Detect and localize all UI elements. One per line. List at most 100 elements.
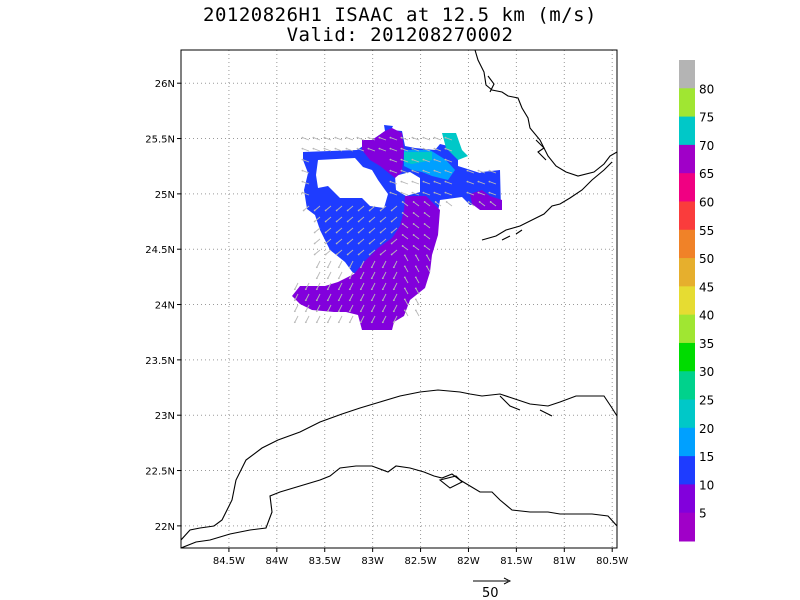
wind-vector xyxy=(314,249,321,255)
wind-vector xyxy=(426,255,431,262)
colorbar-label: 15 xyxy=(699,450,714,464)
wind-vector xyxy=(346,148,354,152)
wind-vector xyxy=(314,227,321,233)
colorbar-swatch xyxy=(679,144,695,174)
wind-vector-head xyxy=(324,231,327,234)
wind-vector-head xyxy=(422,158,425,161)
wind-vector-head xyxy=(356,147,359,150)
wind-vector xyxy=(434,159,442,163)
wind-vector xyxy=(393,282,398,290)
wind-vector xyxy=(325,216,332,222)
wind-vector xyxy=(316,271,321,279)
wind-vector-head xyxy=(389,191,392,194)
wind-vector xyxy=(349,271,354,279)
data-gap xyxy=(316,158,388,208)
wind-vector xyxy=(371,260,376,268)
wind-vector-head xyxy=(346,209,349,212)
wind-vector xyxy=(349,293,354,301)
wind-vector-head xyxy=(293,288,296,291)
wind-vector xyxy=(393,304,398,312)
wind-vector xyxy=(305,293,310,301)
wind-vector-head xyxy=(359,266,362,269)
wind-vector xyxy=(478,170,486,174)
wind-vector xyxy=(424,201,431,207)
wind-region-teal xyxy=(442,133,468,160)
wind-vector-head xyxy=(422,180,425,183)
wind-vector xyxy=(382,304,387,312)
wind-vector xyxy=(382,271,387,279)
wind-vector-head xyxy=(412,201,415,203)
reference-vector-label: 50 xyxy=(482,586,499,600)
colorbar-swatch xyxy=(679,371,695,401)
wind-vector xyxy=(380,249,387,255)
wind-vector-head xyxy=(400,191,403,194)
wind-vector xyxy=(434,192,442,196)
wind-vector-head xyxy=(368,209,371,212)
wind-vector xyxy=(347,249,354,255)
wind-vector-head xyxy=(293,310,296,313)
wind-vector xyxy=(368,137,376,141)
wind-vector xyxy=(446,201,453,207)
wind-vector-head xyxy=(304,299,307,302)
wind-vector-head xyxy=(326,299,329,302)
colorbar-label: 75 xyxy=(699,111,714,125)
wind-vector-head xyxy=(345,147,348,150)
colorbar-label: 25 xyxy=(699,394,714,408)
wind-vector xyxy=(401,137,409,141)
axis-ticks: 84.5W 84W 83.5W 83W 82.5W 82W 81.5W 81W 80.5W 22N… xyxy=(145,79,628,567)
wind-vector xyxy=(338,293,343,301)
wind-vector xyxy=(424,234,431,240)
wind-vector-head xyxy=(370,310,373,313)
wind-vector xyxy=(402,201,409,207)
wind-vector-head xyxy=(293,299,296,302)
wind-vector-head xyxy=(348,310,351,313)
tick-label-lon: 82W xyxy=(457,556,480,567)
wind-vector xyxy=(393,260,398,268)
wind-vector xyxy=(404,310,409,317)
wind-vector-head xyxy=(423,201,426,203)
wind-vector xyxy=(347,227,354,233)
wind-vector-head xyxy=(392,277,395,280)
wind-vector xyxy=(423,192,431,196)
wind-vector xyxy=(336,216,343,222)
wind-vector-head xyxy=(315,310,318,313)
wind-vector-head xyxy=(326,310,329,313)
wind-vector-head xyxy=(392,266,395,269)
wind-vector xyxy=(426,266,431,273)
wind-vector xyxy=(401,170,409,174)
wind-vector-head xyxy=(367,136,370,139)
wind-vector-head xyxy=(414,265,417,268)
coastline-florida-inlet xyxy=(487,75,495,93)
wind-vector-head xyxy=(414,309,417,312)
wind-vector-head xyxy=(370,321,373,324)
wind-vector-head xyxy=(301,180,304,183)
wind-vector-head xyxy=(411,136,414,139)
tick-label-lon: 84.5W xyxy=(213,556,245,567)
map-frame xyxy=(180,49,618,549)
wind-vector-head xyxy=(433,169,436,172)
colorbar-swatch xyxy=(679,512,695,542)
wind-vector xyxy=(401,181,409,185)
wind-vector xyxy=(415,255,420,262)
wind-vector-head xyxy=(401,212,404,214)
wind-vector-head xyxy=(379,253,382,256)
wind-vector-head xyxy=(400,158,403,161)
wind-vector xyxy=(434,181,442,185)
wind-vector-head xyxy=(381,321,384,324)
wind-vector xyxy=(358,205,365,211)
wind-vector-head xyxy=(412,212,415,214)
wind-vector xyxy=(382,315,387,323)
colorbar-swatch xyxy=(679,456,695,485)
wind-vector-head xyxy=(356,136,359,139)
wind-vector xyxy=(391,205,398,211)
tick-label-lat: 22.5N xyxy=(145,467,175,478)
wind-vector-head xyxy=(324,242,327,245)
wind-vector-head xyxy=(312,147,315,150)
wind-vector-head xyxy=(467,201,470,203)
wind-vector xyxy=(412,159,420,163)
wind-vector xyxy=(316,315,321,323)
wind-vector-head xyxy=(315,299,318,302)
wind-vector xyxy=(325,238,332,244)
tick-label-lat: 24N xyxy=(155,301,175,312)
wind-vector-head xyxy=(412,223,415,225)
